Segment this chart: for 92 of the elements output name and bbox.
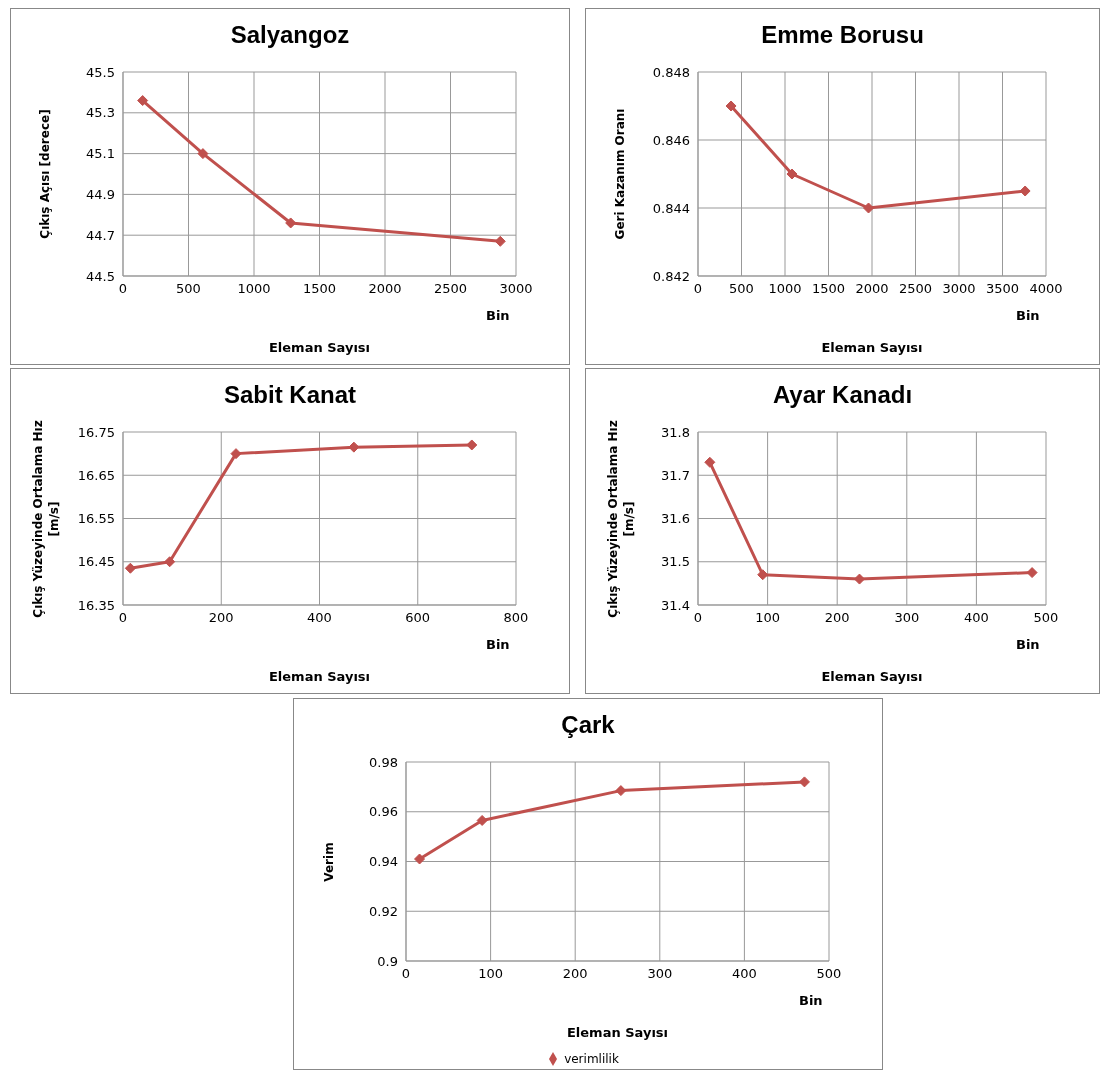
y-tick-label: 45.1 — [86, 146, 115, 162]
y-tick-label: 31.6 — [661, 511, 690, 527]
x-tick-label: 1500 — [302, 281, 337, 297]
y-axis-title: Verim — [320, 840, 336, 884]
x-tick-label: 600 — [405, 610, 431, 626]
x-tick-label: 1000 — [768, 281, 802, 297]
text: Bin — [1016, 637, 1040, 652]
text: Bin — [1016, 308, 1040, 323]
y-tick-label: 44.5 — [86, 268, 115, 284]
y-tick-label: 0.94 — [369, 854, 398, 870]
x-axis-title: Eleman Sayısı — [267, 669, 372, 684]
y-tick-label: 31.8 — [661, 424, 690, 440]
point — [124, 562, 136, 574]
y-tick-label: 16.45 — [77, 554, 115, 570]
x-tick-label: 300 — [647, 966, 673, 982]
x-tick-label: 400 — [731, 966, 757, 982]
y-axis-title: Geri Kazanım Oranı — [612, 107, 628, 242]
point — [476, 814, 488, 826]
chart-title: Emme Borusu — [760, 21, 925, 49]
x-axis-title: Eleman Sayısı — [267, 340, 372, 355]
x-tick-label: 0 — [401, 966, 411, 982]
text: Bin — [799, 993, 823, 1008]
x-tick-label: 3000 — [499, 281, 533, 297]
point — [164, 556, 176, 568]
x-axis-title: Eleman Sayısı — [820, 340, 924, 355]
x-tick-label: 0 — [693, 281, 703, 297]
x-axis-title: Eleman Sayısı — [820, 669, 924, 684]
x-tick-label: 400 — [963, 610, 989, 626]
y-tick-label: 0.844 — [652, 200, 690, 216]
chart-title: Sabit Kanat — [223, 381, 357, 409]
y-axis-title: Çıkış Yüzeyinde Ortalama Hız [m/s] — [604, 418, 636, 620]
point — [786, 168, 798, 180]
point — [615, 785, 627, 797]
y-tick-label: 0.846 — [652, 132, 690, 148]
x-tick-label: 100 — [478, 966, 504, 982]
x-tick-label: 2500 — [433, 281, 468, 297]
y-tick-label: 0.9 — [377, 953, 398, 969]
x-tick-label: 1000 — [237, 281, 271, 297]
x-tick-label: 100 — [755, 610, 781, 626]
x-tick-label: 0 — [118, 281, 128, 297]
y-tick-label: 0.96 — [369, 804, 398, 820]
x-tick-label: 200 — [562, 966, 588, 982]
y-tick-label: 44.7 — [86, 227, 115, 243]
x-tick-label: 300 — [894, 610, 920, 626]
y-tick-label: 31.4 — [661, 597, 690, 613]
point — [704, 456, 716, 468]
y-tick-label: 16.65 — [77, 467, 115, 483]
legend-label: verimlilik — [564, 1051, 619, 1066]
y-tick-label: 45.3 — [86, 105, 115, 121]
text: Bin — [486, 637, 510, 652]
point — [197, 148, 209, 160]
x-tick-label: 2000 — [368, 281, 402, 297]
point — [137, 95, 149, 107]
x-tick-label: 2000 — [855, 281, 889, 297]
x-axis-title: Eleman Sayısı — [565, 1025, 670, 1040]
chart-title: Ayar Kanadı — [771, 381, 914, 409]
x-tick-label: 500 — [816, 966, 842, 982]
x-tick-label: 400 — [307, 610, 332, 626]
x-tick-label: 200 — [208, 610, 234, 626]
x-tick-label: 0 — [118, 610, 128, 626]
x-tick-label: 1500 — [811, 281, 846, 297]
y-axis-title: Çıkış Açısı [derece] — [37, 108, 53, 241]
text: Bin — [486, 308, 510, 323]
x-tick-label: 500 — [176, 281, 201, 297]
point — [230, 448, 242, 460]
x-tick-label: 2500 — [898, 281, 933, 297]
y-tick-label: 31.7 — [661, 467, 690, 483]
x-tick-label: 3000 — [942, 281, 976, 297]
x-tick-label: 0 — [693, 610, 703, 626]
y-tick-label: 45.5 — [86, 64, 115, 80]
x-tick-label: 500 — [729, 281, 754, 297]
y-tick-label: 0.98 — [369, 754, 398, 770]
point — [1026, 567, 1038, 579]
x-tick-label: 3500 — [985, 281, 1020, 297]
point — [725, 100, 737, 112]
y-axis-title: Çıkış Yüzeyinde Ortalama Hız [m/s] — [29, 418, 61, 620]
y-tick-label: 16.35 — [77, 597, 115, 613]
y-tick-label: 44.9 — [86, 187, 115, 203]
y-tick-label: 31.5 — [661, 554, 690, 570]
point — [466, 439, 478, 451]
y-tick-label: 16.75 — [77, 424, 115, 440]
x-tick-label: 200 — [824, 610, 850, 626]
y-tick-label: 16.55 — [77, 511, 115, 527]
y-tick-label: 0.842 — [652, 268, 690, 284]
x-tick-label: 500 — [1033, 610, 1059, 626]
y-tick-label: 0.92 — [369, 903, 398, 919]
x-tick-label: 800 — [503, 610, 529, 626]
chart-title: Salyangoz — [229, 21, 351, 49]
point — [414, 853, 426, 865]
x-tick-label: 4000 — [1029, 281, 1063, 297]
y-tick-label: 0.848 — [652, 64, 690, 80]
chart-title: Çark — [560, 711, 616, 739]
